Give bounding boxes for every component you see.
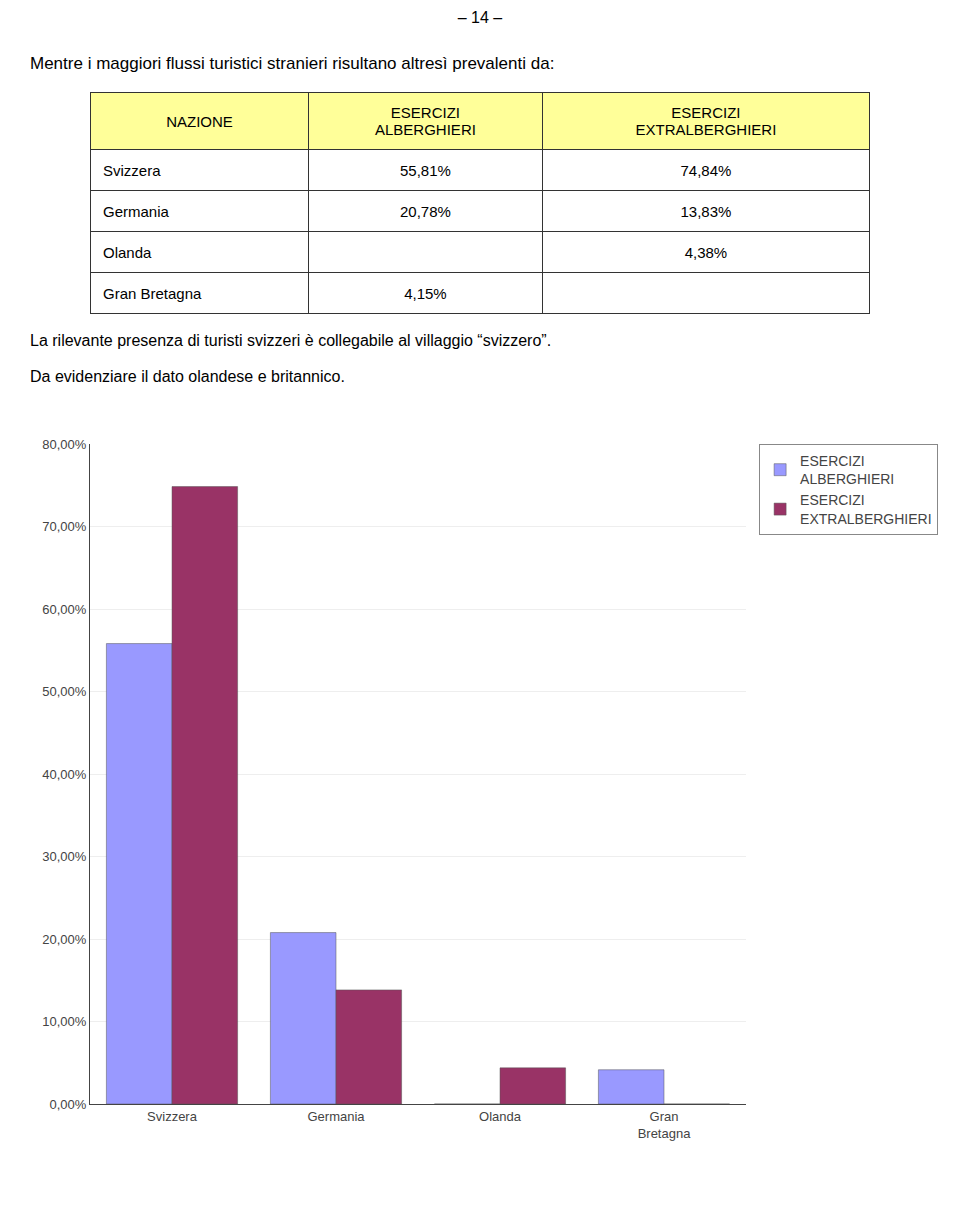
html-text:13,83%: 13,83% [680,202,732,220]
html-text:Gran Bretagna: Gran Bretagna [103,284,202,302]
svg-text:70,00%: 70,00% [42,519,87,534]
svg-text:50,00%: 50,00% [42,684,87,699]
html-text:Mentre i maggiori flussi turis: Mentre i maggiori flussi turistici stran… [30,54,555,73]
html-text:ESERCIZI: ESERCIZI [671,104,741,121]
svg-text:80,00%: 80,00% [42,437,87,452]
html-text:Svizzera: Svizzera [103,161,161,179]
svg-text:0,00%: 0,00% [50,1097,87,1112]
html-text:– 14 –: – 14 – [457,9,503,26]
html-text:ALBERGHIERI: ALBERGHIERI [375,121,476,138]
svg-text:30,00%: 30,00% [42,849,87,864]
html-text:4,38%: 4,38% [684,243,728,261]
html-text:55,81%: 55,81% [400,161,451,179]
html-text:4,15%: 4,15% [404,284,447,302]
html-text:20,78%: 20,78% [400,202,451,220]
svg-text:Germania: Germania [307,1109,365,1124]
svg-text:GranBretagna: GranBretagna [638,1109,692,1141]
svg-text:ESERCIZIEXTRALBERGHIERI: ESERCIZIEXTRALBERGHIERI [800,492,931,526]
svg-text:10,00%: 10,00% [42,1014,87,1029]
html-text:La rilevante presenza di turis: La rilevante presenza di turisti svizzer… [30,332,552,349]
svg-text:Svizzera: Svizzera [147,1109,198,1124]
html-text:Da evidenziare il dato olandes: Da evidenziare il dato olandese e britan… [30,368,345,385]
html-text:74,84%: 74,84% [680,161,732,179]
html-text:EXTRALBERGHIERI: EXTRALBERGHIERI [635,121,777,138]
svg-text:ESERCIZIALBERGHIERI: ESERCIZIALBERGHIERI [800,453,894,487]
svg-text:40,00%: 40,00% [42,767,87,782]
html-text:NAZIONE: NAZIONE [166,112,233,130]
svg-text:Olanda: Olanda [479,1109,522,1124]
svg-text:60,00%: 60,00% [42,602,87,617]
html-text:Germania: Germania [103,202,169,220]
html-text:Olanda: Olanda [103,243,152,261]
svg-text:20,00%: 20,00% [42,932,87,947]
html-text:ESERCIZI: ESERCIZI [390,104,460,121]
